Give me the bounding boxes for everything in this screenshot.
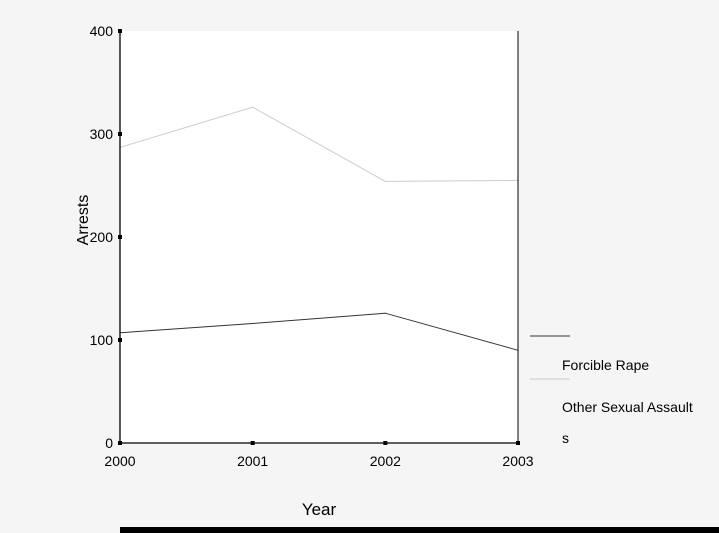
x-axis-ticks: 2000 2001 2002 2003 <box>104 441 534 469</box>
x-tick-mark-2003 <box>516 441 520 445</box>
y-tick-mark-200 <box>118 235 122 239</box>
x-tick-mark-2002 <box>383 441 388 445</box>
x-tick-label-2002: 2002 <box>370 453 401 469</box>
series-1-point-2002 <box>384 180 386 182</box>
y-tick-label-0: 0 <box>105 435 113 451</box>
series-line-1 <box>119 106 519 182</box>
footer-band <box>120 527 719 533</box>
series-0-point-2002 <box>384 312 386 314</box>
series-1-point-2001 <box>252 106 254 108</box>
y-tick-mark-100 <box>118 338 122 342</box>
legend-label-other-sexual-assaults-cont: s <box>562 430 569 446</box>
footer-bar <box>0 522 719 533</box>
x-tick-label-2000: 2000 <box>104 453 135 469</box>
x-tick-mark-2000 <box>118 441 122 445</box>
legend-label-forcible-rape: Forcible Rape <box>562 357 649 373</box>
y-axis-label: Arrests <box>75 195 92 246</box>
y-tick-label-300: 300 <box>90 126 114 142</box>
plot-area <box>120 31 518 443</box>
series-line-0 <box>119 312 519 351</box>
x-tick-label-2001: 2001 <box>237 453 268 469</box>
y-tick-mark-300 <box>118 132 122 136</box>
legend: Forcible Rape Other Sexual Assault s <box>530 335 693 446</box>
y-tick-mark-400 <box>118 29 122 33</box>
y-tick-label-200: 200 <box>90 229 114 245</box>
y-tick-label-400: 400 <box>90 23 114 39</box>
series-0-point-2001 <box>252 322 254 325</box>
x-tick-label-2003: 2003 <box>502 453 533 469</box>
x-tick-mark-2001 <box>250 441 255 445</box>
y-tick-label-100: 100 <box>90 332 114 348</box>
y-axis-ticks: 0 100 200 300 400 <box>90 23 122 451</box>
legend-label-other-sexual-assaults: Other Sexual Assault <box>562 399 693 415</box>
x-axis-label: Year <box>302 500 337 519</box>
